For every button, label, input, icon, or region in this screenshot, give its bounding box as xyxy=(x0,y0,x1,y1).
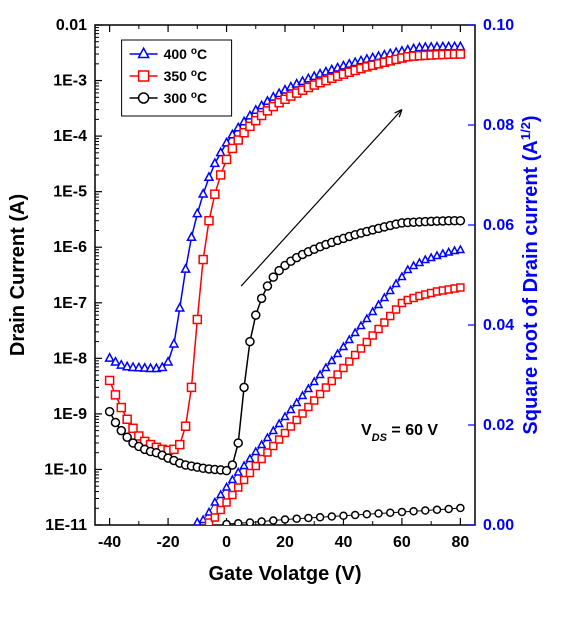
legend-label: 400 oC xyxy=(164,46,207,63)
y-left-tick-label: 1E-4 xyxy=(53,128,87,145)
y-right-tick-label: 0.10 xyxy=(483,17,514,34)
x-tick-label: -20 xyxy=(157,534,180,551)
y-left-tick-label: 1E-10 xyxy=(44,461,87,478)
x-tick-label: 80 xyxy=(451,534,469,551)
y-left-axis-label: Drain Current (A) xyxy=(7,194,29,356)
y-right-tick-label: 0.02 xyxy=(483,417,514,434)
y-right-tick-label: 0.00 xyxy=(483,517,514,534)
x-axis-label: Gate Volatge (V) xyxy=(209,563,362,585)
y-left-tick-label: 1E-11 xyxy=(45,517,87,534)
x-tick-label: -40 xyxy=(98,534,121,551)
chart-svg: -40 -20 0 20 40 60 80 1E-11 1E-10 1E-9 1E-8 1E-7 1E-… xyxy=(0,0,581,636)
y-right-axis-label: Square root of Drain current (A1/2) xyxy=(518,115,543,434)
y-right-tick-label: 0.06 xyxy=(483,217,514,234)
y-left-tick-label: 1E-6 xyxy=(53,239,87,256)
series-line-350C_sqrt xyxy=(209,288,460,523)
y-left-tick-label: 0.01 xyxy=(56,17,87,34)
x-tick-label: 40 xyxy=(335,534,353,551)
y-left-tick-label: 1E-7 xyxy=(53,295,87,312)
x-tick-label: 60 xyxy=(393,534,411,551)
y-left-tick-label: 1E-5 xyxy=(53,184,87,201)
trend-arrow xyxy=(241,110,402,286)
legend-label: 300 oC xyxy=(164,90,207,107)
y-left-tick-label: 1E-8 xyxy=(53,350,87,367)
y-right-tick-label: 0.08 xyxy=(483,117,514,134)
y-left-tick-label: 1E-3 xyxy=(53,73,87,90)
x-tick-label: 0 xyxy=(222,534,231,551)
vds-annotation: VDS = 60 V xyxy=(361,422,438,444)
chart-container: -40 -20 0 20 40 60 80 1E-11 1E-10 1E-9 1E-8 1E-7 1E-… xyxy=(0,0,581,636)
x-tick-label: 20 xyxy=(276,534,294,551)
legend-label: 350 oC xyxy=(164,68,207,85)
y-right-tick-label: 0.04 xyxy=(483,317,514,334)
y-left-tick-label: 1E-9 xyxy=(53,406,87,423)
